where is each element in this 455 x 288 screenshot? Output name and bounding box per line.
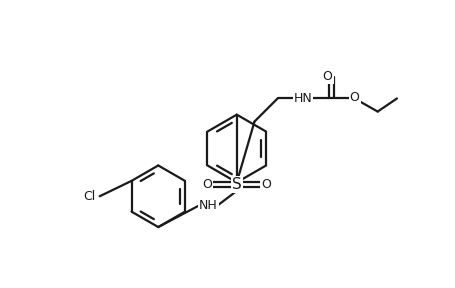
Text: S: S [232,177,241,192]
Text: Cl: Cl [83,190,95,203]
Text: O: O [261,178,270,191]
Text: O: O [322,70,332,83]
Text: NH: NH [198,199,217,212]
Text: O: O [349,91,359,104]
Text: HN: HN [293,92,312,105]
Text: O: O [202,178,212,191]
